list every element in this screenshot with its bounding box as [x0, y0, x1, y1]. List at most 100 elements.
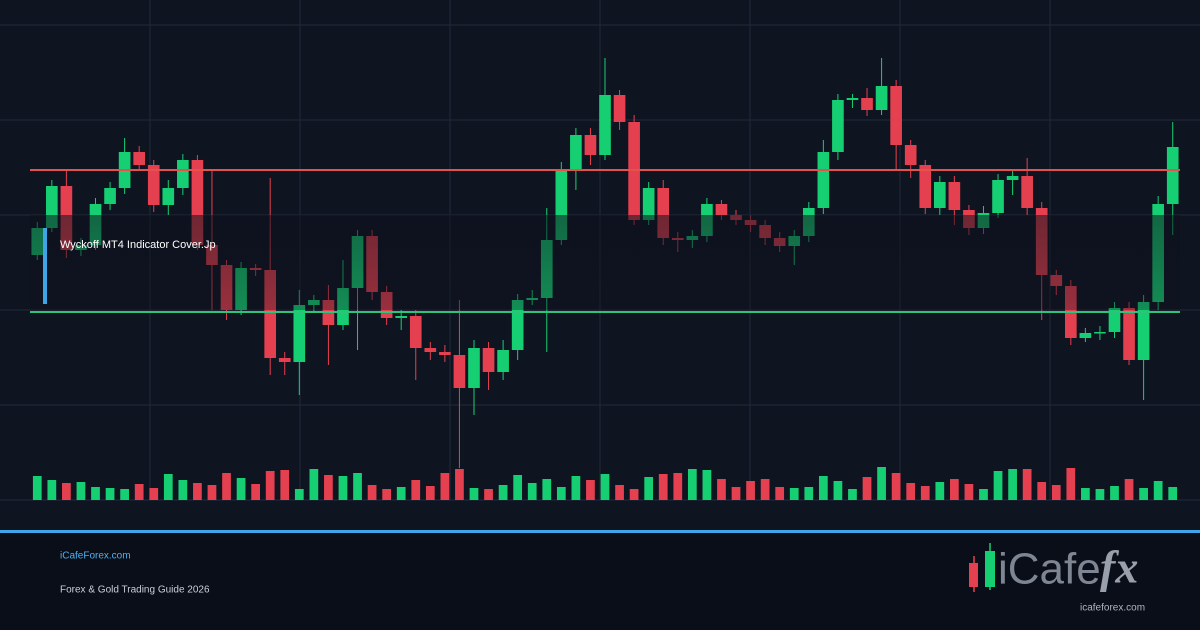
candle-body: [832, 100, 844, 152]
volume-bar: [789, 488, 799, 500]
candle-body: [890, 86, 902, 145]
volume-bar: [1124, 479, 1134, 500]
volume-bar: [760, 479, 770, 500]
volume-bar: [1008, 469, 1017, 500]
candle-body: [468, 348, 480, 388]
volume-bar: [935, 482, 945, 500]
volume-bar: [178, 480, 188, 500]
volume-bar: [382, 489, 392, 500]
candle-body: [497, 350, 509, 372]
candle-body: [162, 188, 175, 205]
volume-bar: [1139, 488, 1148, 500]
volume-bar: [236, 478, 246, 500]
candle-body: [1094, 332, 1106, 334]
volume-bar: [455, 469, 464, 500]
candle-body: [846, 98, 859, 100]
candle-body: [104, 188, 116, 204]
volume-bar: [32, 476, 42, 500]
volume-bar: [746, 481, 755, 500]
volume-bar: [673, 473, 683, 500]
subtitle: Forex & Gold Trading Guide 2026: [60, 585, 210, 596]
candle-body: [177, 160, 189, 188]
candle-body: [395, 316, 408, 318]
candle-body: [584, 135, 597, 155]
volume-bar: [818, 476, 828, 500]
volume-bar: [1037, 482, 1047, 500]
volume-bar: [1110, 486, 1119, 500]
volume-bar: [702, 470, 712, 500]
logo-text: iCafe: [998, 545, 1101, 594]
volume-bar: [280, 470, 290, 500]
volume-bar: [76, 482, 86, 500]
footer: [0, 533, 1200, 630]
candle-body: [555, 170, 568, 240]
volume-bar: [207, 485, 217, 500]
candle-body: [1166, 147, 1179, 204]
candle-body: [904, 145, 917, 165]
logo: iCafe fx icafeforex.com: [969, 542, 1145, 614]
logo-url: icafeforex.com: [1080, 603, 1145, 614]
volume-bar: [906, 483, 916, 500]
volume-bar: [687, 469, 697, 500]
volume-bar: [411, 480, 421, 500]
volume-bar: [920, 486, 930, 500]
candle-body: [1006, 176, 1019, 180]
volume-bar: [731, 487, 741, 500]
volume-bar: [251, 484, 260, 500]
candle-body: [409, 316, 422, 348]
volume-bar: [993, 471, 1003, 500]
volume-bar: [615, 485, 624, 500]
volume-bar: [163, 474, 173, 500]
volume-bar: [440, 473, 450, 500]
volume-bar: [586, 480, 595, 500]
candle-body: [948, 182, 961, 210]
volume-bar: [804, 487, 814, 500]
volume-bar: [1022, 469, 1032, 500]
volume-bar: [134, 484, 144, 500]
volume-bar: [775, 487, 785, 500]
candle-body: [424, 348, 437, 352]
volume-bar: [193, 483, 202, 500]
annotation: Wyckoff MT4 Indicator Cover.Jp: [60, 239, 216, 251]
volume-bar: [484, 489, 493, 500]
candle-body: [1021, 176, 1033, 208]
footer-rule: [0, 530, 1200, 533]
volume-bar: [658, 474, 668, 500]
volume-bar: [862, 477, 872, 500]
candle-body: [657, 188, 670, 238]
candle-body: [919, 165, 932, 208]
volume-bar: [1051, 485, 1061, 500]
volume-bar: [149, 488, 159, 500]
volume-bar: [294, 489, 304, 500]
volume-bar: [1168, 487, 1178, 500]
volume-bar: [265, 471, 275, 500]
candle-body: [933, 182, 946, 208]
volume-bar: [1095, 489, 1105, 500]
label-band: [30, 215, 1180, 310]
candle-body: [642, 188, 655, 220]
volume-bar: [222, 473, 231, 500]
volume-bar: [629, 489, 639, 500]
candle-body: [46, 186, 58, 228]
volume-bar: [1066, 468, 1076, 500]
volume-bar: [833, 481, 843, 500]
candle-body: [511, 300, 524, 350]
volume-bar: [848, 489, 857, 500]
volume-bar: [338, 476, 348, 500]
candle-body: [861, 98, 873, 110]
candle-body: [439, 352, 451, 355]
accent-bar: [43, 228, 47, 304]
volume-bar: [425, 486, 435, 500]
volume-bar: [353, 473, 362, 500]
volume-bar: [556, 487, 566, 500]
volume-bar: [1081, 488, 1090, 500]
candle-body: [1108, 308, 1121, 332]
volume-bar: [105, 488, 115, 500]
candle-body: [613, 95, 626, 122]
candle-body: [715, 204, 728, 215]
volume-bar: [1153, 481, 1163, 500]
volume-bar: [367, 485, 377, 500]
candle-body: [599, 95, 611, 155]
candle-body: [278, 358, 291, 362]
